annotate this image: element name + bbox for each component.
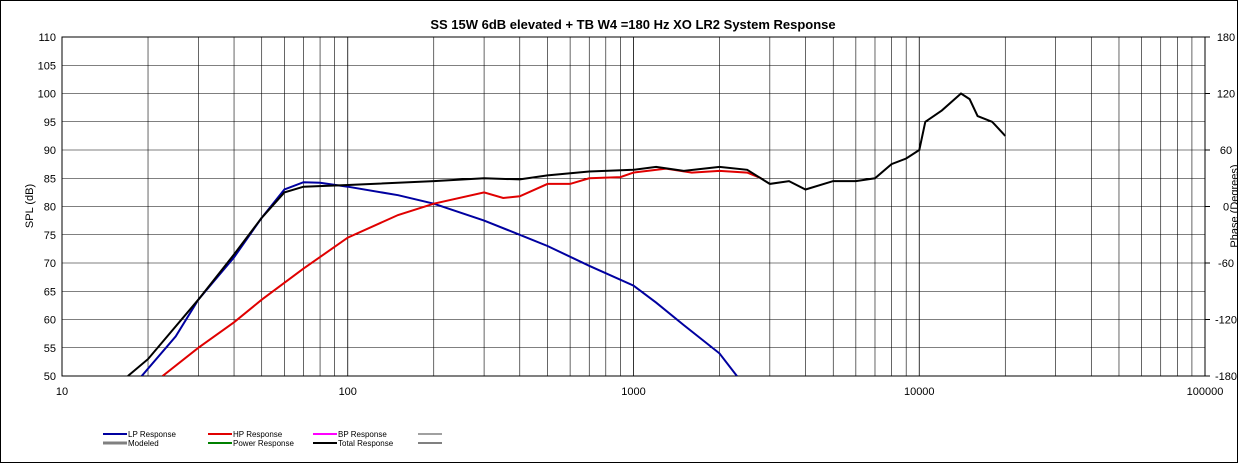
y2-tick-label: 60 xyxy=(1220,145,1232,157)
y-tick-label: 100 xyxy=(38,89,56,101)
y2-tick-label: 120 xyxy=(1217,89,1235,101)
y-tick-label: 60 xyxy=(44,315,56,327)
legend-label: HP Response xyxy=(233,430,283,439)
y-tick-label: 65 xyxy=(44,286,56,298)
y2-axis-label: Phase (Degrees) xyxy=(1229,164,1238,247)
y-tick-label: 105 xyxy=(38,60,56,72)
y-tick-label: 80 xyxy=(44,202,56,214)
chart-title: SS 15W 6dB elevated + TB W4 =180 Hz XO L… xyxy=(430,17,835,32)
y2-tick-label: 180 xyxy=(1217,32,1235,44)
y-axis-label: SPL (dB) xyxy=(24,184,36,228)
x-tick-label: 10 xyxy=(56,386,68,398)
y-tick-label: 85 xyxy=(44,173,56,185)
y2-tick-label: -120 xyxy=(1215,315,1237,327)
series-line xyxy=(127,92,1007,376)
y-tick-label: 110 xyxy=(38,32,56,44)
x-tick-label: 10000 xyxy=(904,386,935,398)
legend-label: BP Response xyxy=(338,430,387,439)
y-tick-label: 75 xyxy=(44,230,56,242)
y2-tick-label: 0 xyxy=(1223,202,1229,214)
y-tick-label: 55 xyxy=(44,343,56,355)
legend-label: LP Response xyxy=(128,430,176,439)
y2-tick-label: -180 xyxy=(1215,371,1237,383)
legend-label: Power Response xyxy=(233,439,294,448)
legend-label: Modeled xyxy=(128,439,159,448)
legend-label: Total Response xyxy=(338,439,394,448)
x-tick-label: 100 xyxy=(339,386,357,398)
x-tick-label: 1000 xyxy=(621,386,645,398)
y2-tick-label: -60 xyxy=(1218,258,1234,270)
y-tick-label: 90 xyxy=(44,145,56,157)
y-tick-label: 70 xyxy=(44,258,56,270)
x-tick-label: 100000 xyxy=(1187,386,1224,398)
series-line xyxy=(140,181,738,376)
y-tick-label: 50 xyxy=(44,371,56,383)
y-tick-label: 95 xyxy=(44,117,56,129)
